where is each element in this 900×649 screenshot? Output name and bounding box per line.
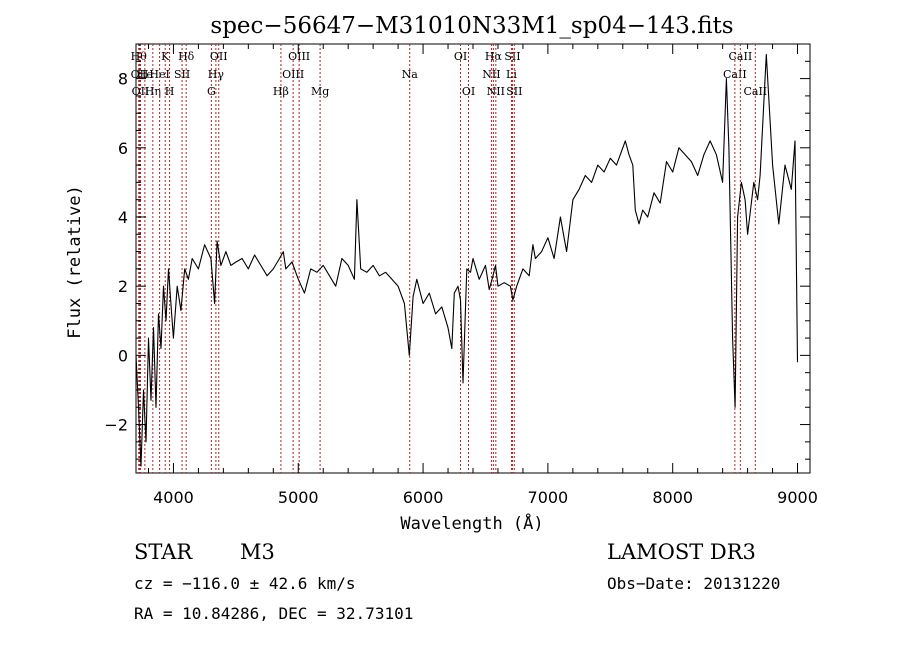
x-tick-label: 9000 xyxy=(777,488,818,507)
chart-title: spec−56647−M31010N33M1_sp04−143.fits xyxy=(210,13,733,39)
line-marker-label: G xyxy=(207,85,216,98)
line-marker-label: He xyxy=(137,68,153,81)
line-marker-label: Li xyxy=(506,68,517,81)
spectral-line-marks: HθOIIOIIHeHηHeIKHSIIHδGHγOIIHβOIIIOIIIMg… xyxy=(131,44,767,473)
line-marker-label: H xyxy=(165,85,175,98)
line-marker-label: OIII xyxy=(282,68,304,81)
line-marker-label: SII xyxy=(506,85,522,98)
line-marker-label: Hη xyxy=(145,85,161,98)
line-marker-label: Hα xyxy=(485,50,503,63)
line-marker-label: K xyxy=(161,50,170,63)
line-marker-label: Hβ xyxy=(273,85,289,98)
object-subclass: M3 xyxy=(240,540,275,564)
line-marker-label: OI xyxy=(454,50,467,63)
x-tick-label: 5000 xyxy=(278,488,319,507)
y-tick-label: 0 xyxy=(118,346,128,365)
line-marker-label: SII xyxy=(504,50,520,63)
line-marker-label: OI xyxy=(462,85,475,98)
redshift-cz: cz = −116.0 ± 42.6 km/s xyxy=(134,574,356,593)
line-marker-label: Mg xyxy=(311,85,329,98)
line-marker-label: CaII xyxy=(743,85,767,98)
y-tick-label: −2 xyxy=(104,416,128,435)
line-marker-label: OII xyxy=(131,68,149,81)
x-tick-label: 6000 xyxy=(403,488,444,507)
survey-name: LAMOST DR3 xyxy=(607,540,756,564)
x-tick-label: 8000 xyxy=(652,488,693,507)
line-marker-label: SII xyxy=(174,68,190,81)
observation-date: Obs−Date: 20131220 xyxy=(607,574,781,593)
line-marker-label: OII xyxy=(210,50,228,63)
x-tick-label: 4000 xyxy=(153,488,194,507)
x-axis: 4000 5000 6000 7000 8000 9000 xyxy=(147,44,818,507)
x-axis-label: Wavelength (Å) xyxy=(400,512,543,534)
line-marker-label: Hγ xyxy=(208,68,225,81)
line-marker-label: CaII xyxy=(729,50,753,63)
line-marker-label: Hθ xyxy=(131,50,148,63)
y-axis-label: Flux (relative) xyxy=(65,185,85,339)
line-marker-label: NII xyxy=(487,85,505,98)
line-marker-label: NII xyxy=(482,68,500,81)
line-marker-label: HeI xyxy=(149,68,169,81)
line-marker-label: Na xyxy=(402,68,419,81)
spectrum-line xyxy=(135,53,799,467)
y-tick-label: 2 xyxy=(118,277,128,296)
y-tick-label: 6 xyxy=(118,139,128,158)
object-class: STAR xyxy=(134,540,193,564)
y-tick-label: 4 xyxy=(118,208,128,227)
x-tick-label: 7000 xyxy=(528,488,569,507)
ra-dec-coordinates: RA = 10.84286, DEC = 32.73101 xyxy=(134,604,414,623)
line-marker-label: OIII xyxy=(288,50,310,63)
line-marker-label: Hδ xyxy=(178,50,195,63)
y-axis: −2 0 2 4 6 8 xyxy=(104,43,810,460)
y-tick-label: 8 xyxy=(118,70,128,89)
